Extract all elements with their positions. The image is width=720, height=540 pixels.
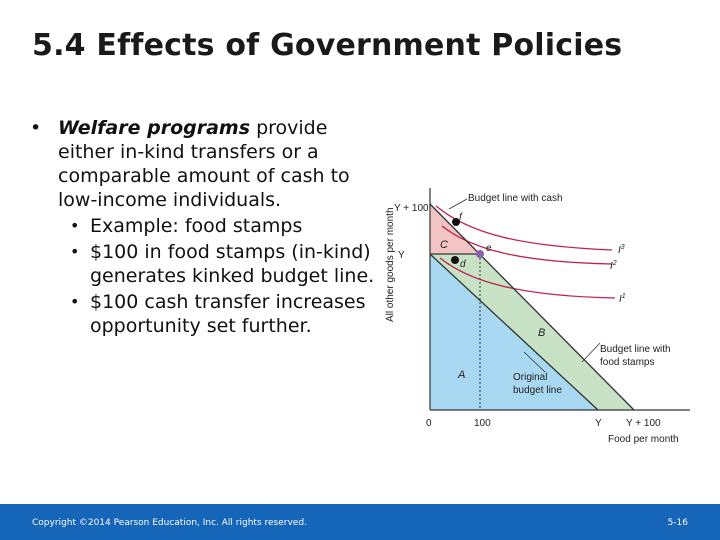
x-tick-y-plus-100: Y + 100: [626, 418, 661, 429]
y-tick-y-plus-100: Y + 100: [394, 203, 429, 214]
point-f: [452, 218, 460, 226]
sub-bullet-1: • Example: food stamps: [30, 214, 375, 238]
indifference-curve-i2: [441, 225, 613, 265]
sub-bullet-marker: •: [70, 292, 80, 311]
sub-bullet-text: Example: food stamps: [90, 215, 303, 237]
bullet-marker: •: [30, 117, 42, 139]
budget-stamps-label-2: food stamps: [600, 357, 654, 368]
point-d-label: d: [460, 259, 466, 270]
x-tick-100: 100: [474, 418, 491, 429]
region-c-label: C: [440, 239, 448, 251]
point-f-label: f: [459, 212, 463, 223]
page-number: 5-16: [667, 518, 688, 528]
original-label-1: Original: [513, 372, 547, 383]
leader-original: [523, 351, 546, 373]
region-b-label: B: [538, 327, 545, 339]
indifference-curve-i3: [435, 205, 613, 251]
region-b-fill: [430, 254, 634, 410]
bullet-main: • Welfare programs provide either in-kin…: [30, 116, 375, 212]
leader-cash: [448, 198, 468, 210]
bullet-text: provide either in-kind transfers or a co…: [58, 117, 350, 211]
budget-stamps-label-1: Budget line with: [600, 344, 671, 355]
x-tick-y: Y: [595, 418, 602, 429]
sub-bullet-marker: •: [70, 242, 80, 261]
region-a-label: A: [457, 369, 465, 381]
point-d: [451, 256, 459, 264]
curve-label-i3: I3: [618, 244, 625, 256]
y-tick-y: Y: [398, 250, 405, 261]
y-axis-label: All other goods per month: [385, 207, 396, 322]
sub-bullet-marker: •: [70, 216, 80, 235]
original-label-2: budget line: [513, 385, 562, 396]
budget-line-cash: [429, 203, 635, 411]
leader-stamps: [581, 342, 601, 363]
curve-label-i1: I1: [619, 293, 626, 305]
bullet-list: • Welfare programs provide either in-kin…: [30, 116, 375, 338]
sub-bullet-3: • $100 cash transfer increases opportuni…: [30, 290, 375, 338]
point-e: [476, 250, 484, 258]
copyright-text: Copyright ©2014 Pearson Education, Inc. …: [32, 518, 307, 528]
indifference-curve-i1: [439, 257, 616, 299]
budget-cash-label: Budget line with cash: [468, 193, 563, 204]
sub-bullet-2: • $100 in food stamps (in-kind) generate…: [30, 240, 375, 288]
footer-bar: Copyright ©2014 Pearson Education, Inc. …: [0, 504, 720, 540]
budget-line-original: [429, 253, 599, 411]
sub-bullet-text: $100 in food stamps (in-kind) generates …: [90, 241, 375, 287]
curve-label-i2: I2: [610, 260, 617, 272]
x-axis-label: Food per month: [608, 434, 679, 445]
slide-title: 5.4 Effects of Government Policies: [32, 28, 623, 63]
sub-bullet-text: $100 cash transfer increases opportunity…: [90, 291, 366, 337]
point-e-label: e: [486, 243, 492, 254]
x-tick-0: 0: [426, 418, 432, 429]
bullet-emphasis: Welfare programs: [58, 117, 251, 139]
